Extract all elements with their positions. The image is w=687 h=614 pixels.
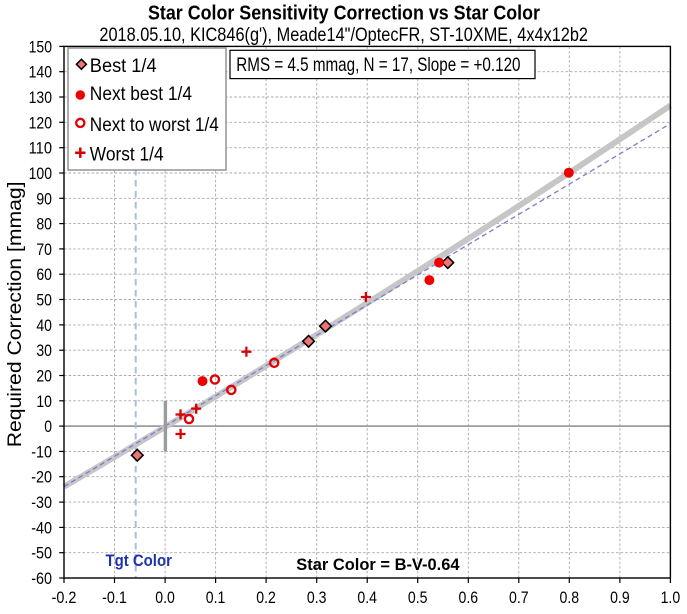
- svg-text:-0.1: -0.1: [102, 588, 127, 607]
- svg-text:20: 20: [36, 367, 52, 386]
- svg-text:Worst 1/4: Worst 1/4: [90, 144, 164, 166]
- svg-text:30: 30: [36, 341, 52, 360]
- svg-text:-10: -10: [31, 442, 52, 461]
- svg-text:40: 40: [36, 316, 52, 335]
- svg-text:-0.2: -0.2: [52, 588, 77, 607]
- svg-text:0.1: 0.1: [206, 588, 226, 607]
- svg-text:80: 80: [36, 215, 52, 234]
- svg-text:-20: -20: [31, 468, 52, 487]
- svg-text:0.0: 0.0: [155, 588, 175, 607]
- svg-text:10: 10: [36, 392, 52, 411]
- svg-text:140: 140: [29, 63, 52, 82]
- svg-text:0.7: 0.7: [509, 588, 529, 607]
- svg-text:100: 100: [29, 164, 52, 183]
- svg-text:70: 70: [36, 240, 52, 259]
- svg-text:110: 110: [29, 139, 52, 158]
- svg-text:0.9: 0.9: [610, 588, 630, 607]
- svg-text:2018.05.10, KIC846(g'), Meade1: 2018.05.10, KIC846(g'), Meade14"/OptecFR…: [99, 24, 588, 46]
- svg-text:-40: -40: [31, 518, 52, 537]
- svg-text:0.4: 0.4: [357, 588, 377, 607]
- svg-text:Tgt Color: Tgt Color: [106, 551, 173, 570]
- svg-text:Star Color = B-V-0.64: Star Color = B-V-0.64: [296, 555, 460, 574]
- svg-text:-30: -30: [31, 493, 52, 512]
- svg-text:0.3: 0.3: [307, 588, 327, 607]
- svg-text:RMS = 4.5 mmag, N = 17, Slope: RMS = 4.5 mmag, N = 17, Slope = +0.120: [236, 54, 520, 76]
- svg-text:0.2: 0.2: [256, 588, 276, 607]
- svg-text:Best 1/4: Best 1/4: [90, 55, 157, 77]
- svg-text:90: 90: [36, 189, 52, 208]
- svg-text:120: 120: [29, 113, 52, 132]
- svg-text:50: 50: [36, 291, 52, 310]
- svg-text:Next best 1/4: Next best 1/4: [90, 83, 192, 105]
- svg-text:130: 130: [29, 88, 52, 107]
- svg-text:150: 150: [29, 37, 52, 56]
- svg-text:0: 0: [44, 417, 52, 436]
- svg-text:-60: -60: [31, 569, 52, 588]
- svg-text:Next to worst 1/4: Next to worst 1/4: [90, 114, 219, 136]
- svg-text:0.8: 0.8: [560, 588, 580, 607]
- svg-text:-50: -50: [31, 544, 52, 563]
- svg-text:60: 60: [36, 265, 52, 284]
- svg-text:0.6: 0.6: [459, 588, 479, 607]
- svg-text:Required Correction [mmag]: Required Correction [mmag]: [4, 182, 26, 448]
- svg-text:Star Color Sensitivity Correct: Star Color Sensitivity Correction vs Sta…: [148, 1, 540, 24]
- svg-text:0.5: 0.5: [408, 588, 428, 607]
- svg-text:1.0: 1.0: [661, 588, 681, 607]
